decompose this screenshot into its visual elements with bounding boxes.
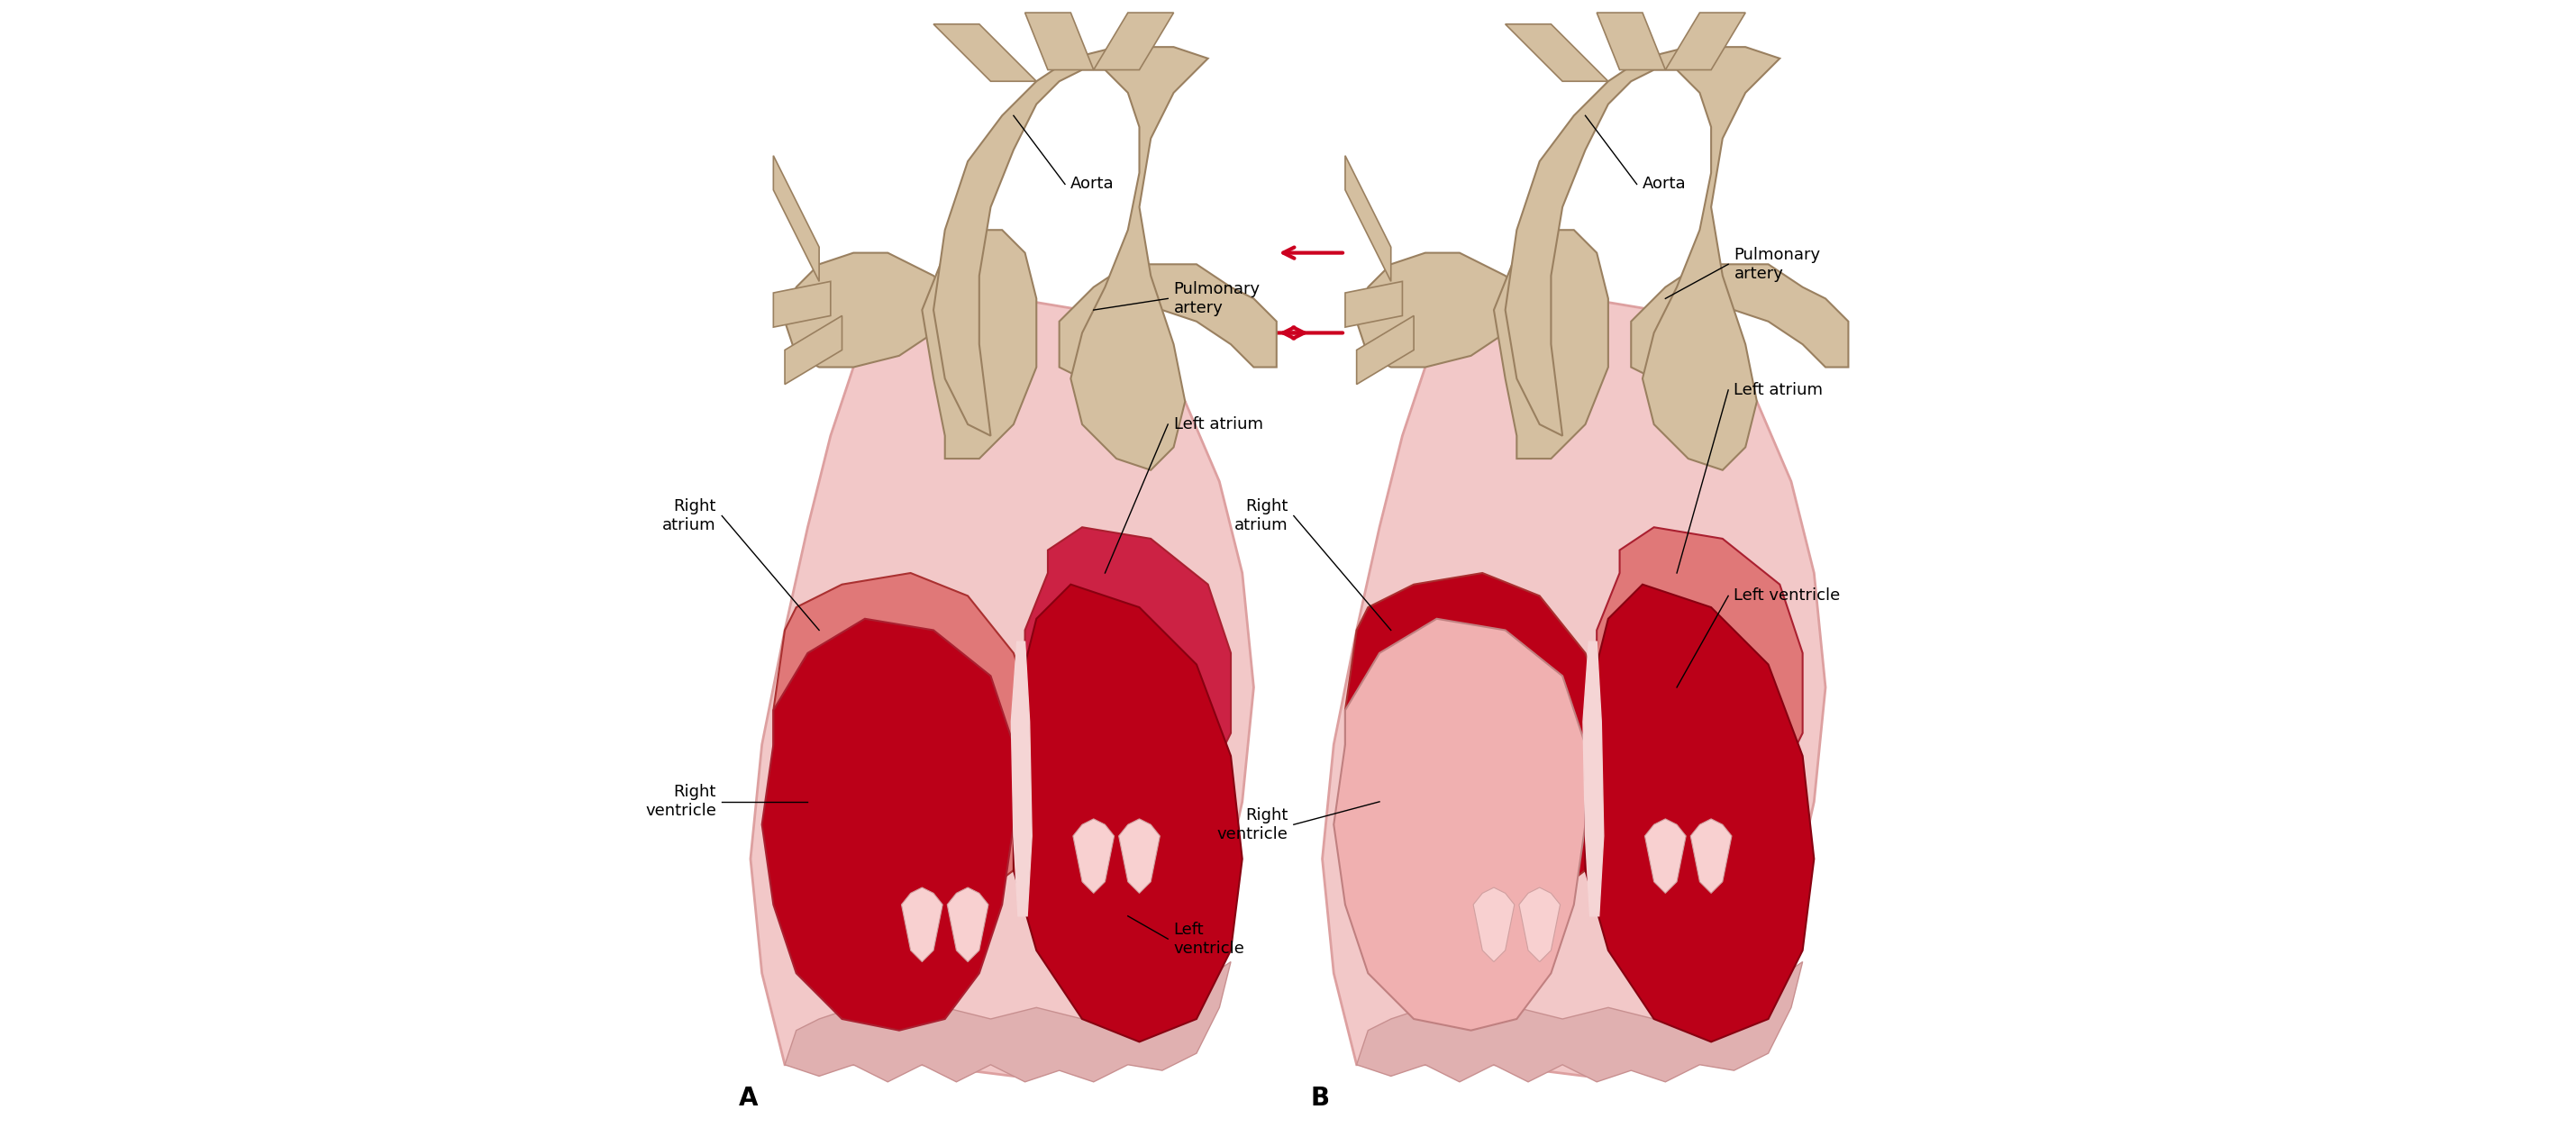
Polygon shape	[933, 47, 1208, 470]
Polygon shape	[762, 619, 1012, 1030]
Polygon shape	[1012, 584, 1242, 1042]
Polygon shape	[1358, 253, 1528, 367]
Polygon shape	[1012, 642, 1033, 916]
Polygon shape	[1646, 819, 1685, 893]
Polygon shape	[1597, 527, 1803, 835]
Polygon shape	[1520, 887, 1561, 961]
Text: Aorta: Aorta	[1072, 176, 1115, 193]
Polygon shape	[773, 156, 819, 282]
Text: Right
atrium: Right atrium	[1234, 499, 1288, 533]
Polygon shape	[1074, 819, 1115, 893]
Polygon shape	[1358, 961, 1803, 1082]
Polygon shape	[786, 961, 1231, 1082]
Polygon shape	[786, 253, 956, 367]
Text: A: A	[739, 1085, 757, 1110]
Polygon shape	[1631, 265, 1850, 378]
Text: Right
ventricle: Right ventricle	[644, 784, 716, 819]
Polygon shape	[773, 573, 1036, 916]
Polygon shape	[922, 230, 1036, 458]
Polygon shape	[750, 299, 1255, 1076]
Polygon shape	[1597, 13, 1664, 70]
Polygon shape	[1345, 156, 1391, 282]
Polygon shape	[1494, 230, 1607, 458]
Polygon shape	[1664, 13, 1747, 70]
Polygon shape	[1345, 573, 1607, 916]
Text: Left ventricle: Left ventricle	[1734, 588, 1839, 604]
Polygon shape	[1025, 13, 1095, 70]
Polygon shape	[1345, 282, 1401, 327]
Polygon shape	[1504, 47, 1780, 470]
Text: Aorta: Aorta	[1643, 176, 1687, 193]
Polygon shape	[1118, 819, 1159, 893]
Polygon shape	[1059, 265, 1278, 378]
Text: Pulmonary
artery: Pulmonary artery	[1734, 246, 1821, 282]
Polygon shape	[902, 887, 943, 961]
Polygon shape	[1584, 642, 1605, 916]
Polygon shape	[1690, 819, 1731, 893]
Polygon shape	[1504, 24, 1607, 81]
Text: B: B	[1311, 1085, 1329, 1110]
Polygon shape	[1025, 527, 1231, 835]
Text: Right
atrium: Right atrium	[662, 499, 716, 533]
Polygon shape	[1584, 584, 1814, 1042]
Polygon shape	[948, 887, 989, 961]
Text: Left
ventricle: Left ventricle	[1175, 921, 1244, 957]
Polygon shape	[1358, 315, 1414, 384]
Polygon shape	[786, 315, 842, 384]
Text: Left atrium: Left atrium	[1734, 382, 1824, 398]
Polygon shape	[1095, 13, 1175, 70]
Polygon shape	[933, 24, 1036, 81]
Text: Right
ventricle: Right ventricle	[1216, 807, 1288, 842]
Polygon shape	[773, 282, 829, 327]
Polygon shape	[1334, 619, 1584, 1030]
Polygon shape	[1321, 299, 1826, 1076]
Text: Left atrium: Left atrium	[1175, 416, 1262, 432]
Polygon shape	[1473, 887, 1515, 961]
Text: Pulmonary
artery: Pulmonary artery	[1175, 281, 1260, 316]
